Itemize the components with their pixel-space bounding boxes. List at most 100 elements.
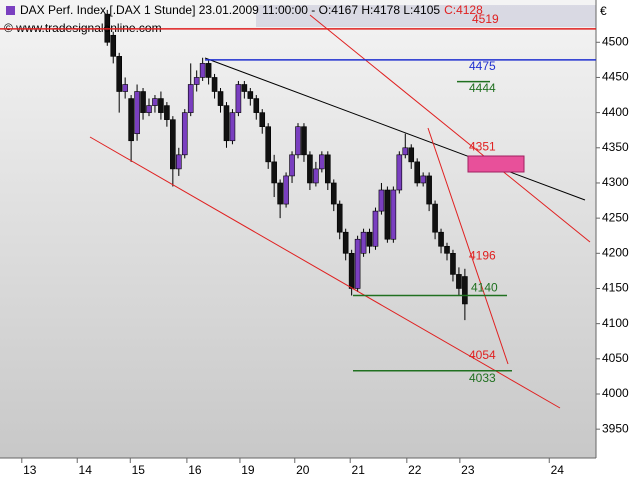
candle-body bbox=[372, 210, 379, 247]
candle-body bbox=[128, 98, 134, 142]
candle-body bbox=[324, 154, 331, 184]
trendline bbox=[204, 57, 586, 201]
candle-body bbox=[205, 63, 212, 78]
legend-icon bbox=[6, 6, 15, 15]
level-label: 4033 bbox=[469, 371, 496, 385]
x-tick-label: 24 bbox=[551, 463, 565, 477]
y-tick-label: 4000 bbox=[602, 386, 629, 400]
level-label: 4444 bbox=[469, 81, 496, 95]
level-label: 4196 bbox=[469, 248, 496, 262]
level-label: 4475 bbox=[469, 59, 496, 73]
x-tick-label: 19 bbox=[241, 463, 255, 477]
candle-body bbox=[187, 84, 194, 113]
candle-body bbox=[426, 175, 432, 205]
candle-body bbox=[116, 56, 122, 92]
candle-body bbox=[170, 119, 176, 170]
candle-body bbox=[450, 253, 456, 275]
trendline bbox=[89, 136, 561, 409]
x-tick-label: 21 bbox=[352, 463, 366, 477]
x-tick-label: 15 bbox=[132, 463, 146, 477]
candle-body bbox=[402, 147, 409, 156]
candle-body bbox=[462, 276, 468, 305]
trendlines bbox=[89, 14, 591, 409]
x-tick-label: 20 bbox=[296, 463, 310, 477]
candle-body bbox=[408, 147, 415, 163]
y-tick-label: 4150 bbox=[602, 281, 629, 295]
x-tick-label: 22 bbox=[408, 463, 422, 477]
marks bbox=[104, 9, 468, 321]
candle-body bbox=[390, 189, 397, 240]
candle-body bbox=[122, 84, 128, 92]
header: DAX Perf. Index [.DAX 1 Stunde] 23.01.20… bbox=[20, 3, 440, 17]
y-tick-label: 4100 bbox=[602, 316, 629, 330]
candle-body bbox=[283, 175, 289, 205]
candle-body bbox=[241, 84, 248, 92]
candle-body bbox=[444, 245, 450, 254]
candle-body bbox=[420, 175, 426, 184]
y-tick-label: 4400 bbox=[602, 105, 629, 119]
candle-body bbox=[110, 34, 117, 57]
candle-body bbox=[384, 189, 391, 240]
x-tick-label: 23 bbox=[461, 463, 475, 477]
y-tick-label: 4050 bbox=[602, 351, 629, 365]
y-tick-label: 3950 bbox=[602, 421, 629, 435]
candle-body bbox=[146, 105, 152, 113]
candle-body bbox=[229, 112, 236, 142]
candle-body bbox=[432, 203, 438, 233]
candle-body bbox=[336, 203, 343, 233]
x-tick-label: 14 bbox=[79, 463, 93, 477]
candle-body bbox=[378, 189, 385, 212]
candle-body bbox=[235, 84, 242, 113]
y-tick-label: 4500 bbox=[602, 34, 629, 48]
plot-background bbox=[0, 0, 596, 458]
candle-body bbox=[366, 231, 373, 247]
candle-body bbox=[307, 154, 313, 184]
candle-body bbox=[289, 154, 295, 177]
candle-body bbox=[253, 98, 260, 113]
candle-body bbox=[277, 182, 283, 205]
candle-body bbox=[414, 161, 421, 184]
candle-body bbox=[134, 91, 140, 135]
candle-body bbox=[199, 63, 206, 78]
candle-body bbox=[211, 77, 218, 92]
x-tick-label: 16 bbox=[188, 463, 202, 477]
candle-body bbox=[158, 98, 164, 113]
candle-body bbox=[217, 91, 224, 106]
candle-body bbox=[152, 98, 158, 106]
candle-body bbox=[247, 91, 254, 99]
candle-body bbox=[265, 126, 272, 163]
level-label: 4054 bbox=[469, 348, 496, 362]
candle-body bbox=[193, 77, 200, 85]
y-tick-label: 4250 bbox=[602, 210, 629, 224]
y-tick-label: 4300 bbox=[602, 175, 629, 189]
candle-body bbox=[342, 231, 349, 254]
candle-body bbox=[181, 112, 188, 156]
candle-body bbox=[438, 231, 444, 247]
candle-body bbox=[313, 168, 319, 184]
candle-body bbox=[330, 182, 337, 205]
y-tick-label: 4350 bbox=[602, 140, 629, 154]
candle-body bbox=[176, 154, 182, 170]
close-label: C:4128 bbox=[444, 3, 483, 17]
level-label: 4351 bbox=[469, 139, 496, 153]
candle-body bbox=[259, 112, 266, 127]
candle-body bbox=[271, 161, 277, 184]
trendline bbox=[427, 127, 509, 365]
candle-body bbox=[319, 154, 325, 170]
currency: € bbox=[600, 4, 607, 18]
highlight-box bbox=[467, 155, 525, 173]
level-label: 4519 bbox=[472, 12, 499, 26]
candle-body bbox=[295, 126, 301, 156]
y-tick-label: 4450 bbox=[602, 70, 629, 84]
level-label: 4140 bbox=[471, 281, 498, 295]
trendline bbox=[309, 14, 591, 243]
candle-body bbox=[360, 231, 367, 254]
candle-body bbox=[301, 126, 307, 156]
candle-body bbox=[164, 105, 170, 120]
header-band bbox=[256, 5, 596, 27]
x-tick-label: 13 bbox=[23, 463, 37, 477]
candle-body bbox=[354, 238, 361, 289]
candle-body bbox=[396, 154, 403, 191]
candle-body bbox=[140, 91, 146, 113]
